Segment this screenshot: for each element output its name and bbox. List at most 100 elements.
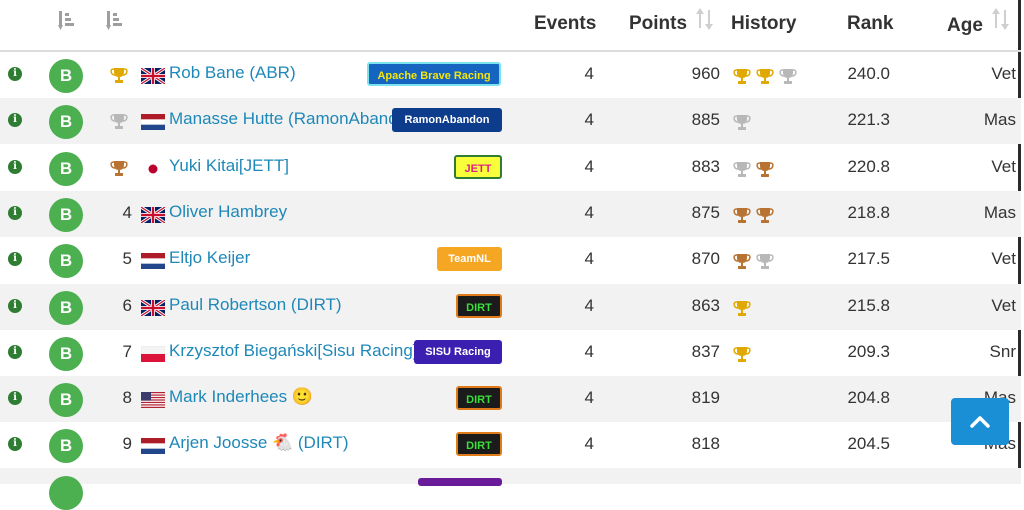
trophy-icon <box>733 300 751 316</box>
position: 5 <box>122 249 132 269</box>
b-badge[interactable]: B <box>49 383 83 418</box>
info-icon[interactable]: i <box>8 391 22 406</box>
racer-name-link[interactable]: Oliver Hambrey <box>169 201 288 221</box>
b-badge[interactable]: B <box>49 105 83 140</box>
sort-icon[interactable] <box>106 9 124 31</box>
uk-flag-icon <box>141 68 165 84</box>
position: 4 <box>122 202 132 222</box>
rank-value: 209.3 <box>847 341 890 361</box>
trophy-icon <box>110 114 128 130</box>
age-category: Mas <box>983 202 1016 222</box>
table-row[interactable]: i B 7 Krzysztof Biegański[Sisu Racing] SISU … <box>0 330 1021 376</box>
table-row[interactable]: i B Yuki Kitai[JETT] JETT 4 883 220.8 Vet <box>0 145 1021 191</box>
age-category: Vet <box>991 156 1016 176</box>
history-trophies <box>733 206 779 224</box>
poland-flag-icon <box>141 345 165 362</box>
points-value: 883 <box>691 156 720 176</box>
country-flag <box>141 345 165 362</box>
events-count: 4 <box>584 295 594 315</box>
history-header[interactable]: History <box>731 13 797 34</box>
racer-name-link[interactable]: Arjen Joosse 🐔 (DIRT) <box>169 433 349 453</box>
trophy-icon <box>733 115 751 131</box>
country-flag <box>141 438 165 455</box>
rank-header[interactable]: Rank <box>847 13 894 34</box>
info-icon[interactable]: i <box>8 159 22 174</box>
info-icon[interactable]: i <box>8 437 22 452</box>
country-flag <box>141 206 165 223</box>
position-trophy <box>110 112 128 130</box>
rank-value: 204.5 <box>847 434 890 454</box>
history-trophies <box>733 113 756 131</box>
racer-name-link[interactable]: Manasse Hutte (RamonAbandon) <box>169 109 414 129</box>
scroll-to-top-button[interactable] <box>951 398 1009 445</box>
age-category: Vet <box>991 295 1016 315</box>
points-value: 818 <box>691 434 720 454</box>
trophy-icon <box>779 69 797 84</box>
table-row[interactable]: i B 6 Paul Robertson (DIRT) DIRT 4 863 215.8 Vet <box>0 283 1021 330</box>
rank-value: 204.8 <box>847 388 890 408</box>
netherlands-flag-icon <box>141 253 165 270</box>
table-row[interactable]: i B 5 Eltjo Keijer TeamNL 4 870 217.5 Vet <box>0 237 1021 283</box>
table-row[interactable]: i B Rob Bane (ABR) Apache Brave Racing 4 960 2… <box>0 52 1021 98</box>
sort-arrows-icon[interactable] <box>696 8 714 30</box>
b-badge[interactable]: B <box>49 429 83 464</box>
usa-flag-icon <box>141 392 165 409</box>
b-badge[interactable]: B <box>49 244 83 279</box>
b-badge[interactable]: B <box>49 336 83 371</box>
b-badge[interactable]: B <box>49 151 83 186</box>
sort-icon[interactable] <box>58 9 76 31</box>
events-count: 4 <box>584 388 594 408</box>
trophy-icon <box>756 69 774 84</box>
table-row[interactable]: i B 4 Oliver Hambrey 4 875 218.8 Mas <box>0 190 1021 237</box>
points-value: 819 <box>691 388 720 408</box>
trophy-icon <box>733 161 751 177</box>
points-header[interactable]: Points <box>629 13 688 34</box>
info-icon[interactable]: i <box>8 113 22 128</box>
leaderboard-frame <box>1018 0 1021 484</box>
team-badge[interactable]: DIRT <box>456 386 502 411</box>
points-value: 863 <box>691 295 720 315</box>
history-trophies <box>733 299 756 317</box>
position: 7 <box>122 341 132 361</box>
team-badge[interactable]: Apache Brave Racing <box>367 62 501 86</box>
events-count: 4 <box>584 156 594 176</box>
team-badge[interactable]: SISU Racing <box>414 339 502 364</box>
info-icon[interactable]: i <box>8 344 22 359</box>
history-trophies <box>733 345 756 363</box>
team-badge[interactable]: JETT <box>454 154 502 179</box>
b-badge[interactable]: B <box>49 59 83 93</box>
team-badge[interactable]: RamonAbandon <box>392 108 502 133</box>
chevron-up-icon <box>970 416 990 428</box>
b-badge[interactable]: B <box>49 197 83 232</box>
team-badge[interactable]: TeamNL <box>437 247 502 272</box>
racer-name-link[interactable]: Krzysztof Biegański[Sisu Racing] <box>169 340 414 360</box>
events-header[interactable]: Events <box>534 13 597 34</box>
racer-name-link[interactable]: Rob Bane (ABR) <box>169 63 296 82</box>
racer-name-link[interactable]: Paul Robertson (DIRT) <box>169 294 342 314</box>
team-badge[interactable]: DIRT <box>456 293 502 318</box>
trophy-icon <box>733 254 751 270</box>
racer-name-link[interactable]: Mark Inderhees 🙂 <box>169 387 314 407</box>
info-icon[interactable]: i <box>8 67 22 81</box>
points-value: 885 <box>691 110 720 130</box>
team-badge[interactable]: DIRT <box>456 432 502 457</box>
info-icon[interactable]: i <box>8 252 22 267</box>
history-trophies <box>733 160 779 178</box>
age-header[interactable]: Age <box>947 15 983 36</box>
position: 6 <box>122 295 132 315</box>
racer-name-link[interactable]: Eltjo Keijer <box>169 248 251 268</box>
points-value: 837 <box>691 341 720 361</box>
uk-flag-icon <box>141 299 165 316</box>
racer-name-link[interactable]: Yuki Kitai[JETT] <box>169 155 289 175</box>
table-row[interactable]: i B Manasse Hutte (RamonAbandon) RamonAband… <box>0 98 1021 145</box>
table-header: Events Points History Rank Age <box>0 0 1021 52</box>
info-icon[interactable]: i <box>8 205 22 220</box>
events-count: 4 <box>584 64 594 83</box>
sort-arrows-icon[interactable] <box>992 8 1010 30</box>
b-badge[interactable]: B <box>49 290 83 325</box>
trophy-icon <box>110 160 128 176</box>
info-icon[interactable]: i <box>8 298 22 313</box>
points-value: 960 <box>691 64 720 83</box>
